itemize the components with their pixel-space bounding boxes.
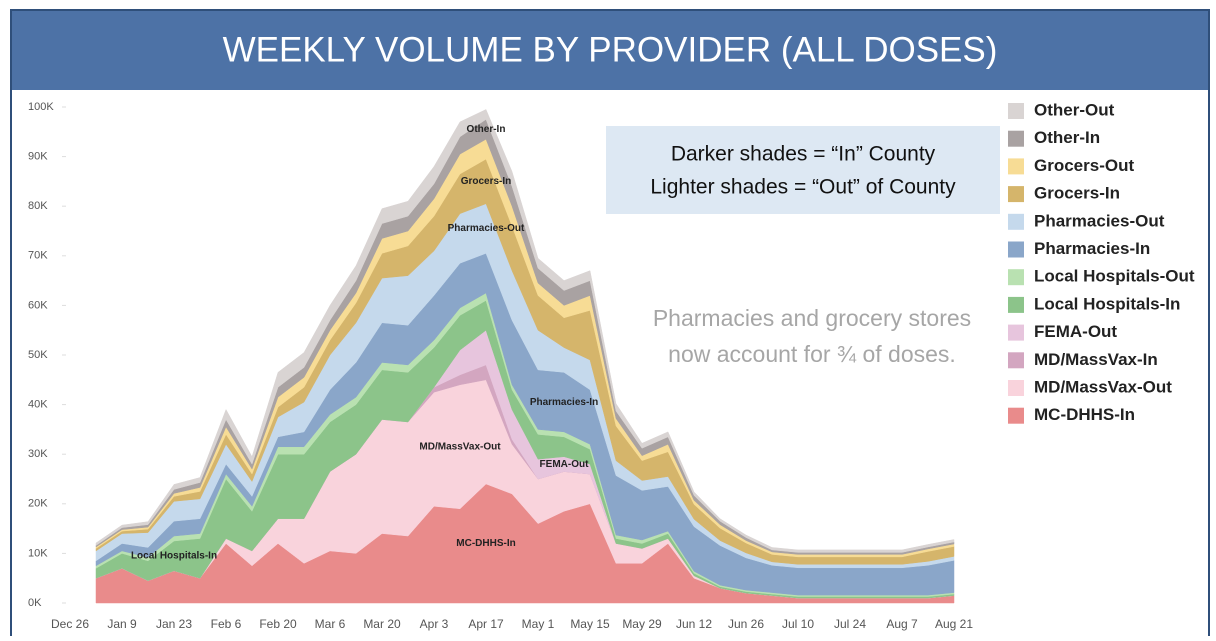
legend-label: MC-DHHS-In <box>1034 405 1135 424</box>
legend-swatch <box>1008 130 1024 147</box>
note: now account for ¾ of doses. <box>668 341 956 367</box>
x-tick-label: May 1 <box>522 617 555 631</box>
legend-swatch <box>1008 213 1024 230</box>
x-tick-label: Aug 21 <box>935 617 973 631</box>
legend-label: MD/MassVax-Out <box>1034 377 1172 396</box>
area-label: Pharmacies-In <box>530 397 598 408</box>
note: Lighter shades = “Out” of County <box>650 176 956 199</box>
legend-swatch <box>1008 103 1024 119</box>
x-tick-label: Jun 26 <box>728 617 764 631</box>
legend-swatch <box>1008 296 1024 313</box>
y-tick-label: 60K <box>28 299 48 311</box>
frame <box>10 9 1210 641</box>
x-tick-label: Jan 9 <box>107 617 137 631</box>
x-tick-label: May 29 <box>622 617 662 631</box>
legend-label: Local Hospitals-In <box>1034 294 1180 313</box>
y-tick-label: 100K <box>28 101 54 113</box>
y-tick-label: 30K <box>28 448 48 460</box>
legend-label: MD/MassVax-In <box>1034 350 1158 369</box>
legend-note-box <box>606 126 1000 214</box>
y-tick-label: 0K <box>28 597 42 609</box>
y-tick-label: 80K <box>28 200 48 212</box>
y-tick-label: 70K <box>28 250 48 262</box>
area-label: Other-In <box>467 124 506 135</box>
area-label: MC-DHHS-In <box>456 538 515 549</box>
legend-label: FEMA-Out <box>1034 322 1117 341</box>
legend-swatch <box>1008 407 1024 424</box>
x-tick-label: Jul 24 <box>834 617 866 631</box>
legend-label: Pharmacies-Out <box>1034 211 1165 230</box>
chart-title: WEEKLY VOLUME BY PROVIDER (ALL DOSES) <box>223 30 998 69</box>
y-tick-label: 50K <box>28 349 48 361</box>
legend-swatch <box>1008 241 1024 258</box>
x-tick-label: Jan 23 <box>156 617 192 631</box>
legend-label: Other-In <box>1034 128 1100 147</box>
area-label: Local Hospitals-In <box>131 551 217 562</box>
y-tick-label: 40K <box>28 399 48 411</box>
legend-swatch <box>1008 380 1024 396</box>
title-bar <box>12 11 1208 90</box>
legend-label: Pharmacies-In <box>1034 239 1150 258</box>
x-tick-label: Feb 6 <box>211 617 242 631</box>
legend-label: Other-Out <box>1034 100 1115 119</box>
x-tick-label: Feb 20 <box>259 617 297 631</box>
note: Darker shades = “In” County <box>671 143 936 166</box>
x-tick-label: Apr 3 <box>420 617 449 631</box>
legend-swatch <box>1008 269 1024 286</box>
y-tick-label: 20K <box>28 498 48 510</box>
legend-swatch <box>1008 324 1024 341</box>
note: Pharmacies and grocery stores <box>653 305 971 331</box>
y-tick-label: 90K <box>28 151 48 163</box>
x-tick-label: Mar 20 <box>363 617 401 631</box>
y-tick-label: 10K <box>28 547 48 559</box>
area-label: Grocers-In <box>461 176 512 187</box>
legend-swatch <box>1008 352 1024 369</box>
area <box>95 109 955 553</box>
x-tick-label: Apr 17 <box>468 617 504 631</box>
area-label: FEMA-Out <box>540 459 590 470</box>
legend-label: Grocers-Out <box>1034 156 1134 175</box>
x-tick-label: Dec 26 <box>51 617 89 631</box>
x-tick-label: May 15 <box>570 617 610 631</box>
area-label: MD/MassVax-Out <box>419 441 501 452</box>
x-tick-label: Aug 7 <box>886 617 918 631</box>
legend-swatch <box>1008 186 1024 203</box>
legend-swatch <box>1008 158 1024 175</box>
x-tick-label: Mar 6 <box>315 617 346 631</box>
area-label: Pharmacies-Out <box>448 223 525 234</box>
legend-label: Grocers-In <box>1034 184 1120 203</box>
legend-label: Local Hospitals-Out <box>1034 267 1195 286</box>
x-tick-label: Jul 10 <box>782 617 814 631</box>
x-tick-label: Jun 12 <box>676 617 712 631</box>
